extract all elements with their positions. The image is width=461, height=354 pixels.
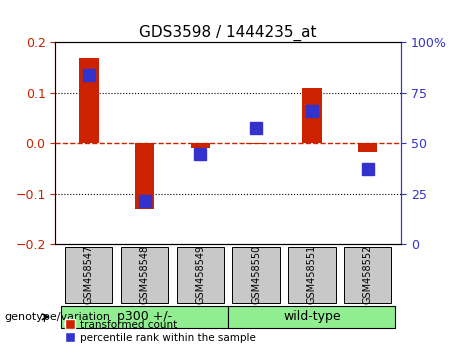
Bar (79, 58, 99, 143)
Bar (246, 143, 266, 144)
Bar (190, 143, 210, 148)
FancyBboxPatch shape (61, 306, 228, 328)
FancyBboxPatch shape (344, 247, 391, 303)
Text: GSM458551: GSM458551 (307, 245, 317, 304)
FancyBboxPatch shape (232, 247, 280, 303)
FancyBboxPatch shape (65, 247, 112, 303)
Text: GSM458552: GSM458552 (363, 245, 372, 304)
Text: GSM458549: GSM458549 (195, 245, 205, 304)
FancyBboxPatch shape (121, 247, 168, 303)
Text: GSM458547: GSM458547 (84, 245, 94, 304)
Bar (135, 143, 154, 209)
Bar (302, 88, 322, 143)
Text: wild-type: wild-type (283, 310, 341, 323)
Text: p300 +/-: p300 +/- (117, 310, 172, 323)
Title: GDS3598 / 1444235_at: GDS3598 / 1444235_at (139, 25, 317, 41)
Text: GSM458550: GSM458550 (251, 245, 261, 304)
Text: GSM458548: GSM458548 (140, 245, 149, 304)
FancyBboxPatch shape (177, 247, 224, 303)
Legend: transformed count, percentile rank within the sample: transformed count, percentile rank withi… (60, 315, 260, 347)
FancyBboxPatch shape (288, 247, 336, 303)
Text: genotype/variation: genotype/variation (5, 312, 111, 322)
FancyBboxPatch shape (228, 306, 396, 328)
Bar (358, 143, 378, 153)
